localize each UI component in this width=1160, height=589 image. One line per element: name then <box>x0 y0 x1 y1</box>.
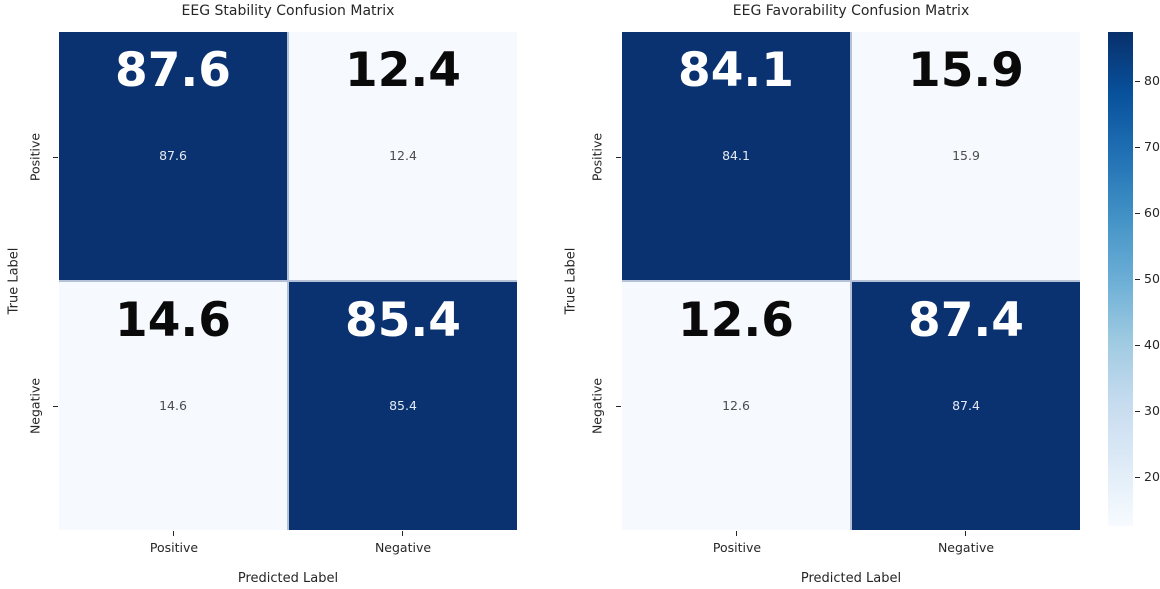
colorbar-tick-mark-70 <box>1135 147 1140 148</box>
right-xtick-mark-positive <box>736 531 737 536</box>
colorbar-gradient <box>1108 32 1133 526</box>
cell-value-large: 15.9 <box>908 43 1024 98</box>
cell-value-large: 14.6 <box>115 293 231 348</box>
left-ytick-positive: Positive <box>27 132 43 182</box>
cell-value-small: 87.4 <box>952 397 980 413</box>
left-cell-true-neg-pred-neg: 85.4 85.4 <box>289 282 517 530</box>
cell-value-small: 15.9 <box>952 147 980 163</box>
colorbar-tick-label-70: 70 <box>1144 138 1160 154</box>
left-cell-true-pos-pred-neg: 12.4 12.4 <box>289 32 517 280</box>
right-ytick-positive: Positive <box>589 132 605 182</box>
colorbar-tick-label-40: 40 <box>1144 336 1160 352</box>
left-xtick-mark-positive <box>173 531 174 536</box>
left-cell-true-pos-pred-pos: 87.6 87.6 <box>59 32 287 280</box>
colorbar-tick-mark-20 <box>1135 477 1140 478</box>
cell-value-small: 87.6 <box>159 147 187 163</box>
colorbar-tick-mark-30 <box>1135 411 1140 412</box>
left-cell-true-neg-pred-pos: 14.6 14.6 <box>59 282 287 530</box>
left-y-axis-label: True Label <box>6 247 22 315</box>
right-xtick-negative: Negative <box>937 540 995 555</box>
cell-value-large: 87.6 <box>115 43 231 98</box>
right-cell-true-neg-pred-pos: 12.6 12.6 <box>622 282 850 530</box>
colorbar-tick-mark-80 <box>1135 81 1140 82</box>
right-cell-true-neg-pred-neg: 87.4 87.4 <box>852 282 1080 530</box>
cell-value-large: 84.1 <box>678 43 794 98</box>
right-ytick-mark-positive <box>616 157 621 158</box>
cell-value-small: 14.6 <box>159 397 187 413</box>
left-xtick-negative: Negative <box>374 540 432 555</box>
right-cell-true-pos-pred-neg: 15.9 15.9 <box>852 32 1080 280</box>
left-ytick-mark-negative <box>53 406 58 407</box>
cell-value-large: 12.6 <box>678 293 794 348</box>
left-xtick-positive: Positive <box>149 540 199 555</box>
left-x-axis-label: Predicted Label <box>237 571 339 586</box>
colorbar-tick-label-50: 50 <box>1144 270 1160 286</box>
colorbar-tick-mark-40 <box>1135 345 1140 346</box>
cell-value-large: 87.4 <box>908 293 1024 348</box>
cell-value-large: 12.4 <box>345 43 461 98</box>
colorbar-tick-label-80: 80 <box>1144 72 1160 88</box>
cell-value-small: 84.1 <box>722 147 750 163</box>
right-y-axis-label: True Label <box>563 247 579 315</box>
cell-value-large: 85.4 <box>345 293 461 348</box>
colorbar-tick-mark-50 <box>1135 279 1140 280</box>
cell-value-small: 12.6 <box>722 397 750 413</box>
right-ytick-negative: Negative <box>589 377 605 435</box>
right-plot-title: EEG Favorability Confusion Matrix <box>732 3 970 19</box>
right-cell-true-pos-pred-pos: 84.1 84.1 <box>622 32 850 280</box>
right-heatmap: 84.1 84.1 15.9 15.9 12.6 12.6 87.4 87.4 <box>622 32 1080 530</box>
left-plot-title: EEG Stability Confusion Matrix <box>181 3 395 19</box>
left-xtick-mark-negative <box>402 531 403 536</box>
right-x-axis-label: Predicted Label <box>800 571 902 586</box>
colorbar-tick-mark-60 <box>1135 213 1140 214</box>
cell-value-small: 12.4 <box>389 147 417 163</box>
left-heatmap: 87.6 87.6 12.4 12.4 14.6 14.6 85.4 85.4 <box>59 32 517 530</box>
right-ytick-mark-negative <box>616 406 621 407</box>
colorbar-tick-label-30: 30 <box>1144 402 1160 418</box>
right-xtick-mark-negative <box>965 531 966 536</box>
colorbar-tick-label-60: 60 <box>1144 204 1160 220</box>
right-xtick-positive: Positive <box>712 540 762 555</box>
left-ytick-mark-positive <box>53 157 58 158</box>
cell-value-small: 85.4 <box>389 397 417 413</box>
left-ytick-negative: Negative <box>27 377 43 435</box>
colorbar-tick-label-20: 20 <box>1144 468 1160 484</box>
